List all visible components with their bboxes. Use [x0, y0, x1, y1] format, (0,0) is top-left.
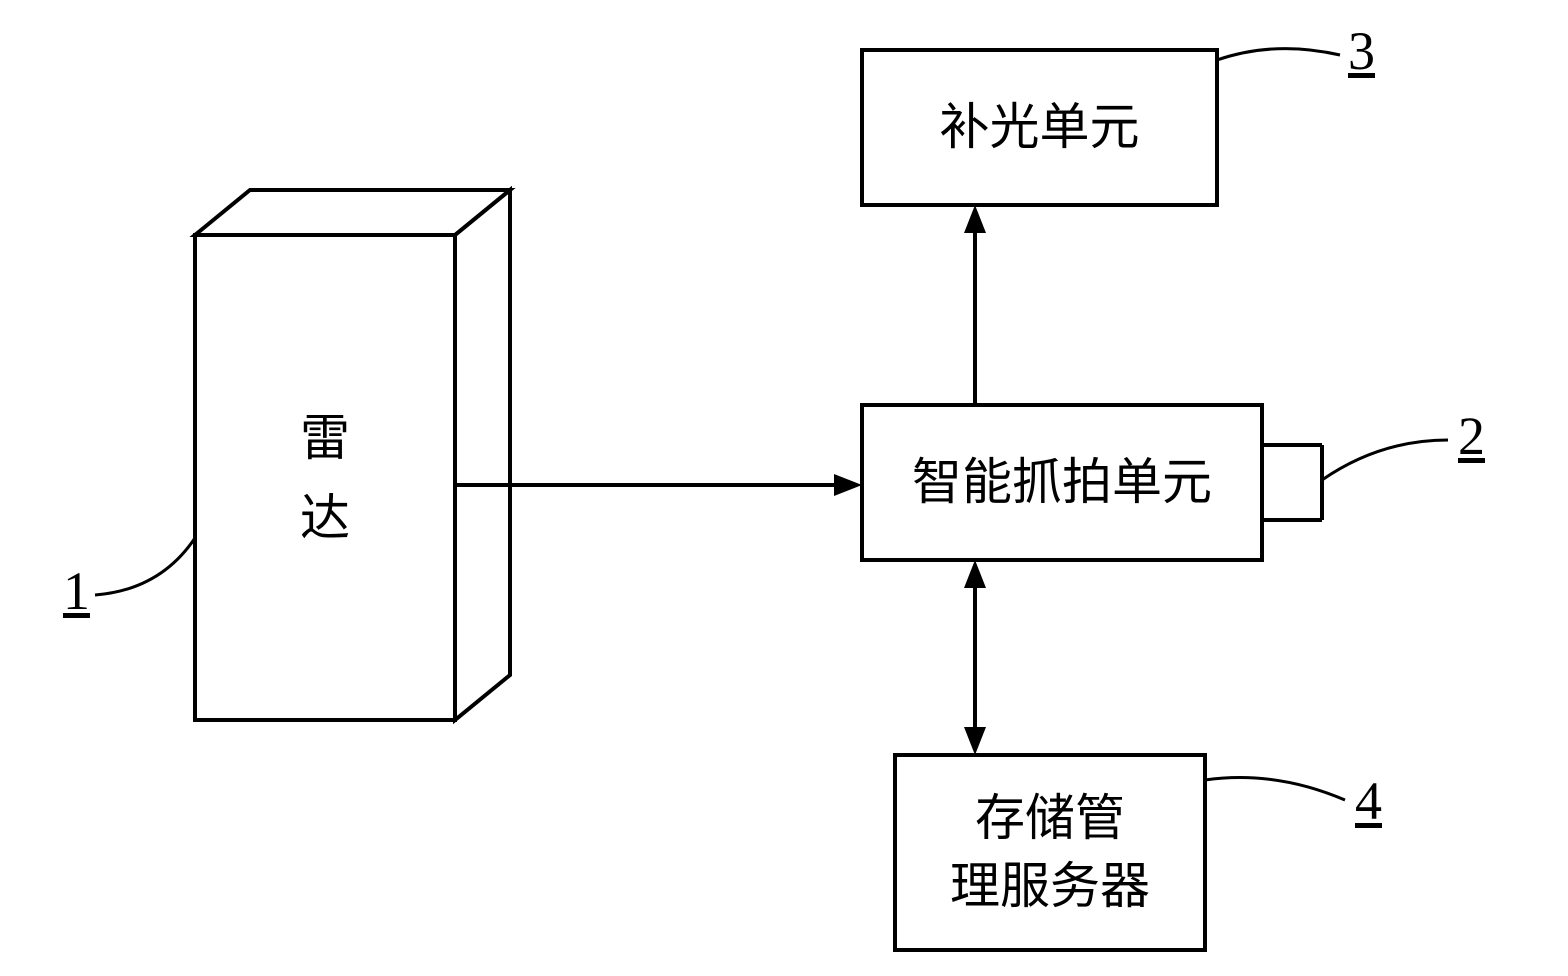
light-unit-label: 补光单元: [862, 50, 1217, 205]
ref-number-1: 1: [63, 560, 90, 622]
ref-number-4: 4: [1355, 770, 1382, 832]
ref-number-3: 3: [1348, 20, 1375, 82]
storage-server-label: 存储管 理服务器: [895, 755, 1205, 950]
ref-number-2: 2: [1458, 405, 1485, 467]
capture-unit-label: 智能抓拍单元: [862, 405, 1262, 560]
radar-label: 雷 达: [195, 235, 455, 720]
